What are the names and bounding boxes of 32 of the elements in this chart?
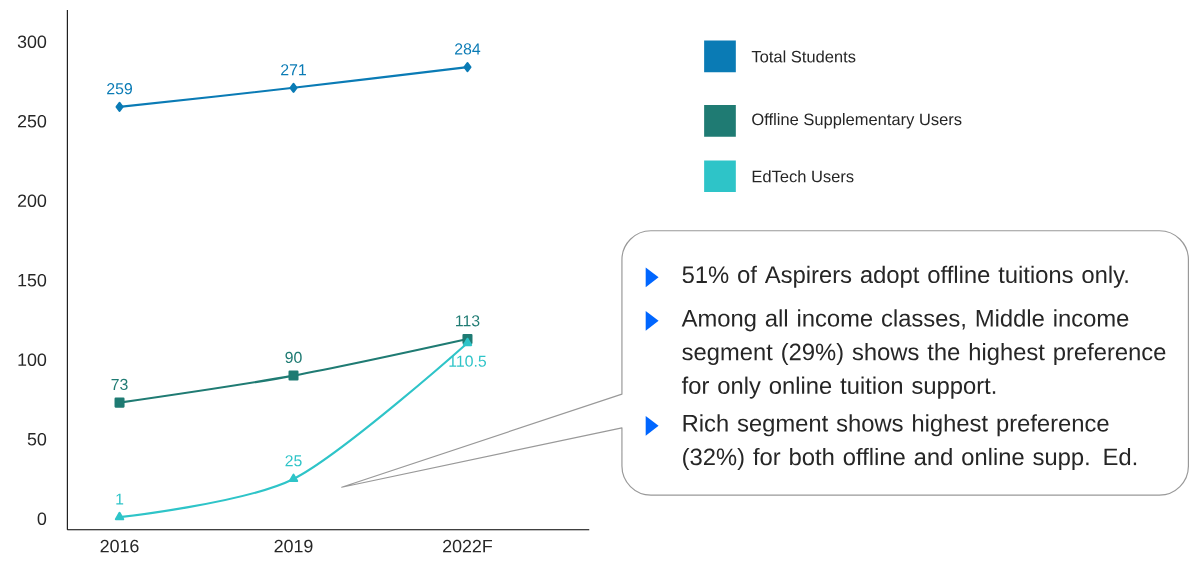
y-tick-label: 0 [37, 512, 47, 526]
data-label: 271 [281, 64, 306, 76]
legend-label: Total Students [751, 50, 856, 63]
data-label: 284 [455, 43, 481, 55]
data-label: 113 [456, 315, 480, 327]
data-label: 73 [111, 379, 128, 391]
data-label: 110.5 [449, 355, 487, 368]
point [115, 102, 124, 113]
legend-label: Offline Supplementary Users [752, 113, 962, 129]
x-tick-label: 2016 [100, 540, 139, 553]
text: 51% of Aspirers adopt offline tuitions only. [682, 265, 1128, 289]
y-tick-label: 150 [18, 274, 47, 287]
data-label: 25 [285, 455, 302, 467]
point [114, 397, 125, 408]
data-label: 1 [116, 493, 124, 505]
data-label: 90 [285, 352, 302, 364]
text: Among all income classes, Middle income segment (29%) shows the highest preference for only online tuition support. [681, 309, 1166, 399]
point [288, 473, 299, 483]
y-tick-label: 300 [17, 35, 47, 49]
x-tick-label: 2022F [443, 540, 493, 553]
point [114, 512, 125, 521]
y-tick-label: 100 [18, 353, 47, 367]
y-tick-label: 250 [17, 115, 47, 128]
point [288, 370, 299, 381]
text: Rich segment shows highest preference (32%) for both offline and online supp. Ed. [683, 414, 1137, 471]
point [463, 62, 472, 73]
data-label: 259 [107, 83, 132, 95]
x-tick-label: 2019 [274, 540, 313, 553]
y-tick-label: 200 [17, 194, 47, 208]
point [289, 83, 298, 94]
y-tick-label: 50 [27, 433, 47, 446]
legend-label: EdTech Users [752, 170, 854, 183]
